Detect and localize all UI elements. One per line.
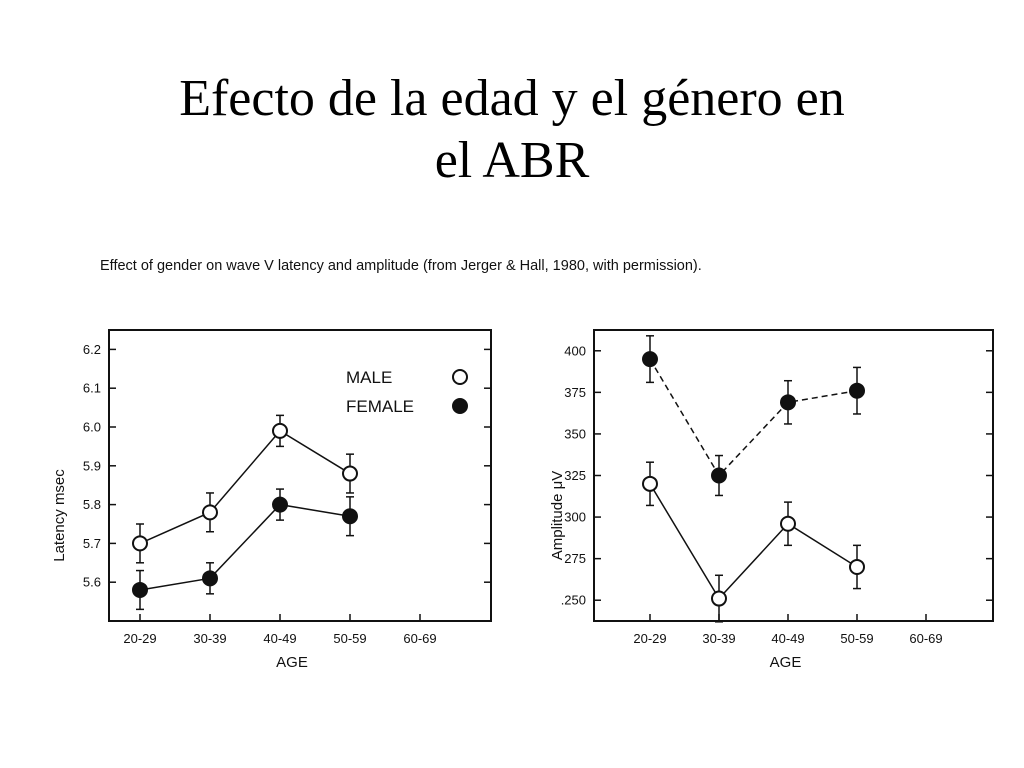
series-line-female [649, 358, 858, 477]
data-point-male [202, 504, 218, 521]
series-line-male [649, 483, 858, 600]
data-point-female [132, 581, 148, 598]
x-axis-title: AGE [276, 654, 308, 671]
amplitude-chart: .250 275 300 325 350 375 400 20-29 30-39 40-49 50-… [549, 329, 994, 671]
y-tick-label: 6.1 [83, 381, 101, 396]
data-point-male [780, 515, 796, 532]
series-line-male [139, 429, 351, 545]
y-axis-title: Amplitude μV [549, 471, 566, 561]
slide-title-line-2: el ABR [434, 132, 590, 189]
y-axis-title: Latency msec [51, 469, 68, 562]
data-point-male [711, 590, 727, 607]
y-tick-label: 375 [564, 385, 586, 400]
y-tick-label: 5.8 [83, 497, 101, 512]
x-tick-label: 60-69 [909, 631, 942, 646]
data-point-female [780, 394, 796, 411]
x-tick-label: 20-29 [633, 631, 666, 646]
series-line-female [139, 503, 351, 591]
data-point-female [849, 382, 865, 399]
y-tick-label: 6.0 [83, 420, 101, 435]
data-point-female [711, 467, 727, 484]
y-tick-label: 400 [564, 343, 586, 358]
x-tick-label: 50-59 [333, 631, 366, 646]
x-tick-label: 30-39 [193, 631, 226, 646]
x-axis-title: AGE [770, 654, 802, 671]
slide-title-line-1: Efecto de la edad y el género en [179, 70, 845, 127]
x-tick-label: 40-49 [771, 631, 804, 646]
data-point-male [132, 535, 148, 552]
data-point-female [202, 570, 218, 587]
y-tick-label: 300 [564, 510, 586, 525]
legend-marker-female [452, 398, 468, 414]
x-tick-label: 60-69 [403, 631, 436, 646]
legend-marker-male [452, 369, 468, 385]
data-point-female [642, 351, 658, 368]
figure-caption: Effect of gender on wave V latency and a… [100, 258, 702, 274]
plot-frame [593, 329, 994, 622]
data-point-female [272, 496, 288, 513]
x-tick-label: 30-39 [702, 631, 735, 646]
legend-label: FEMALE [346, 397, 414, 416]
slide-title: Efecto de la edad y el género en el ABR [0, 68, 1024, 192]
y-tick-label: 350 [564, 426, 586, 441]
plot-frame [108, 329, 492, 622]
y-tick-label: 325 [564, 468, 586, 483]
data-point-male [272, 422, 288, 439]
y-tick-label: .250 [561, 593, 586, 608]
latency-chart: 5.6 5.7 5.8 5.9 6.0 6.1 6.2 20-29 30-39 40-49 50-5… [51, 329, 492, 671]
x-tick-label: 40-49 [263, 631, 296, 646]
data-point-male [642, 475, 658, 492]
data-point-male [849, 558, 865, 575]
y-tick-label: 275 [564, 551, 586, 566]
y-tick-label: 5.6 [83, 575, 101, 590]
data-point-male [342, 465, 358, 482]
y-tick-label: 5.7 [83, 536, 101, 551]
y-tick-label: 6.2 [83, 342, 101, 357]
x-tick-label: 50-59 [840, 631, 873, 646]
x-tick-label: 20-29 [123, 631, 156, 646]
data-point-female [342, 508, 358, 525]
legend-label: MALE [346, 368, 392, 387]
y-tick-label: 5.9 [83, 458, 101, 473]
